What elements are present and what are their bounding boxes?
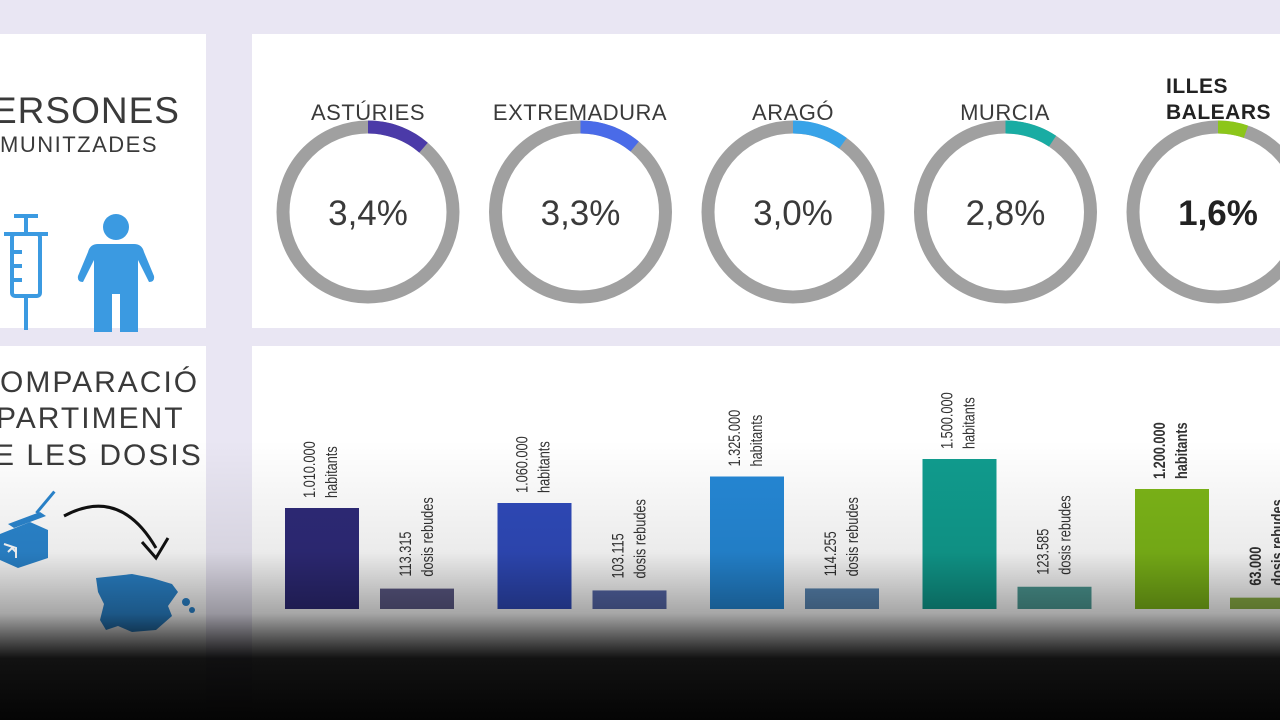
doses-bar — [805, 588, 879, 609]
donut-region-label: ASTÚRIES — [310, 100, 426, 125]
doses-value-label: 103.115 — [609, 533, 628, 578]
donut-region-label: EXTREMADURA — [492, 100, 668, 125]
habitants-unit-label: habitants — [1172, 422, 1191, 479]
habitants-unit-label: habitants — [322, 446, 341, 498]
donut-region-label: MURCIA — [960, 100, 1050, 125]
comparison-title-line1: OMPARACIÓ — [0, 366, 200, 399]
habitants-bar — [1135, 489, 1209, 609]
donut-percentage-label: 3,0% — [753, 194, 833, 233]
doses-unit-label: dosis rebudes — [843, 497, 862, 576]
habitants-value-label: 1.060.000 — [513, 436, 532, 493]
immunized-subtitle: MUNITZADES — [0, 132, 158, 157]
donut-percentage-label: 2,8% — [966, 194, 1046, 233]
habitants-value-label: 1.200.000 — [1150, 422, 1169, 479]
donut-value-arc — [792, 120, 847, 149]
person-icon — [77, 214, 155, 332]
habitants-value-label: 1.500.000 — [938, 392, 957, 449]
doses-bar — [380, 588, 454, 609]
habitants-unit-label: habitants — [535, 441, 554, 493]
donut-percentage-label: 1,6% — [1178, 194, 1258, 233]
immunized-people-panel: ERSONES MUNITZADES — [0, 34, 206, 332]
doses-bar — [1230, 597, 1280, 609]
doses-value-label: 113.315 — [396, 531, 415, 576]
habitants-unit-label: habitants — [747, 415, 766, 467]
percentage-donuts-panel: 3,4% 3,3% 3,0% 2,8% 1,6% ASTÚRIES EXTREMADUR… — [252, 34, 1280, 328]
donut-value-arc — [367, 120, 428, 153]
habitants-bar — [922, 459, 997, 609]
dose-distribution-panel: OMPARACIÓ PARTIMENT E LES DOSIS — [0, 346, 206, 720]
doses-value-label: 123.585 — [1034, 529, 1053, 575]
comparison-title-line2: PARTIMENT — [0, 402, 185, 435]
doses-bar — [1017, 586, 1092, 609]
habitants-value-label: 1.325.000 — [725, 410, 744, 467]
donut-percentage-label: 3,4% — [328, 194, 408, 233]
doses-unit-label: dosis rebudes — [418, 497, 437, 576]
donut-value-arc — [1005, 120, 1057, 147]
immunized-title: ERSONES — [0, 90, 180, 131]
donut-percentage-label: 3,3% — [541, 194, 621, 233]
habitants-bar — [497, 503, 572, 609]
doses-value-label: 114.255 — [821, 531, 840, 576]
habitants-bar — [710, 476, 784, 609]
donut-region-label: ARAGÓ — [752, 100, 834, 125]
population-doses-panel: 1.010.000 habitants 113.315 dosis rebudes 1.… — [252, 346, 1280, 720]
vaccine-box-icon — [0, 490, 56, 568]
donut-value-arc — [580, 120, 639, 152]
donut-value-arc — [1217, 120, 1249, 138]
doses-unit-label: dosis rebudes — [1056, 495, 1075, 574]
habitants-bar — [285, 508, 359, 609]
spain-map-icon — [96, 574, 195, 632]
donut-chart: 3,4% 3,3% 3,0% 2,8% 1,6% — [276, 120, 1280, 304]
doses-bar — [592, 590, 667, 609]
syringe-icon — [4, 214, 48, 330]
doses-value-label: 63.000 — [1246, 547, 1265, 586]
doses-unit-label: dosis rebudes — [631, 499, 650, 578]
curved-arrow-icon — [63, 504, 170, 561]
donut-region-label: ILLES BALEARS — [1166, 75, 1272, 124]
habitants-value-label: 1.010.000 — [300, 441, 319, 498]
doses-unit-label: dosis rebudes — [1268, 499, 1280, 585]
habitants-unit-label: habitants — [960, 397, 979, 449]
comparison-title-line3: E LES DOSIS — [0, 439, 203, 472]
